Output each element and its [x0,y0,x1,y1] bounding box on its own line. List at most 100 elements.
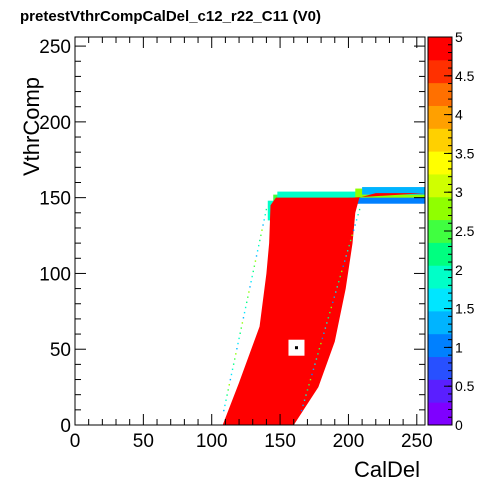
edge-dot [260,234,262,237]
edge-dot [332,301,334,304]
palette-band [428,379,452,403]
edge-bins-right [348,197,425,204]
y-tick-label: 200 [39,113,71,134]
edge-dot [234,358,236,360]
edge-dot [342,265,344,267]
chart-title: pretestVthrCompCalDel_c12_r22_C11 (V0) [20,8,321,25]
edge-dot [224,404,226,407]
edge-dot [238,337,240,340]
edge-dot [231,368,234,371]
heat-region-max [222,193,425,425]
edge-dot [339,275,341,278]
edge-dot [349,239,352,242]
edge-dot [263,219,265,221]
edge-dot [315,358,318,360]
edge-dot [333,296,335,298]
edge-dot [226,394,228,396]
edge-dot [255,255,258,257]
edge-dot [225,399,227,401]
edge-dot [303,399,306,401]
palette-band [428,37,452,61]
edge-dot [358,208,361,211]
palette-band [428,173,452,198]
edge-dot [258,244,260,247]
edge-dot [300,409,303,412]
y-tick-label: 150 [39,189,71,210]
edge-dot [237,342,239,345]
edge-dot [306,389,309,391]
edge-dot [351,234,353,237]
color-palette: 0 0.5 1 1.5 2 2.5 3 3.5 4 4.5 5 [427,29,475,433]
palette-band [428,333,452,358]
x-tick-label: 50 [133,431,154,452]
edge-dot [239,332,241,334]
palette-tick-label: 4 [455,107,463,123]
x-tick-label: 0 [70,431,81,452]
edge-dot [256,250,259,252]
edge-dot [228,384,230,386]
y-tick-label: 250 [39,37,71,58]
plot-area: 0 50 100 150 200 250 0 50 100 150 200 250 [39,36,433,452]
edge-dot [343,260,346,262]
palette-tick-label: 3.5 [455,145,475,161]
edge-dot [308,384,310,386]
palette-band [428,310,452,335]
edge-dot [229,378,232,381]
edge-dot [302,404,304,407]
palette-tick-label: 1 [455,339,463,355]
palette-tick-label: 0 [455,417,463,433]
edge-dot [252,270,254,273]
edge-dot [348,244,350,247]
edge-dot [232,363,235,365]
marker-dot [294,346,298,350]
x-tick-label: 100 [196,431,228,452]
edge-dot [251,275,253,278]
edge-dot [244,306,247,309]
edge-dot [247,296,249,298]
y-axis-label: VthrComp [19,77,44,176]
edge-dot [352,229,355,231]
palette-band [428,288,452,312]
edge-dot [305,394,307,396]
edge-dot [261,229,263,231]
palette-band [428,151,452,175]
edge-dot [317,353,319,355]
edge-dot [321,337,324,340]
edge-dot [335,291,337,293]
edge-dot [240,327,242,329]
y-tick-label: 0 [60,416,71,437]
edge-dot [330,306,333,309]
edge-dot [354,224,356,226]
x-axis-label: CalDel [354,457,420,482]
palette-band [428,196,452,221]
palette-band [428,128,452,152]
edge-bins-3 [362,187,425,195]
x-tick-label: 200 [333,431,365,452]
edge-dot [242,317,245,319]
edge-dot [326,322,328,324]
palette-band [428,265,452,289]
edge-dot [324,327,327,329]
edge-dot [248,291,250,293]
edge-dot [329,311,331,314]
edge-dot [223,409,225,412]
edge-dot [262,224,264,226]
edge-dot [250,281,252,283]
palette-band [428,105,452,129]
edge-dot [314,363,316,365]
palette-band [428,242,452,266]
edge-dot [323,332,325,334]
edge-dot [309,378,312,381]
palette-band [428,219,452,243]
edge-dot [230,373,233,376]
edge-dot [345,255,347,257]
palette-tick-label: 0.5 [455,378,475,394]
edge-dot [265,208,268,211]
y-tick-label: 100 [39,264,71,285]
edge-dot [246,301,248,304]
edge-dot [341,270,343,273]
palette-band [428,356,452,380]
edge-dot [312,368,315,371]
x-tick-label: 250 [401,431,433,452]
palette-tick-label: 1.5 [455,301,475,317]
